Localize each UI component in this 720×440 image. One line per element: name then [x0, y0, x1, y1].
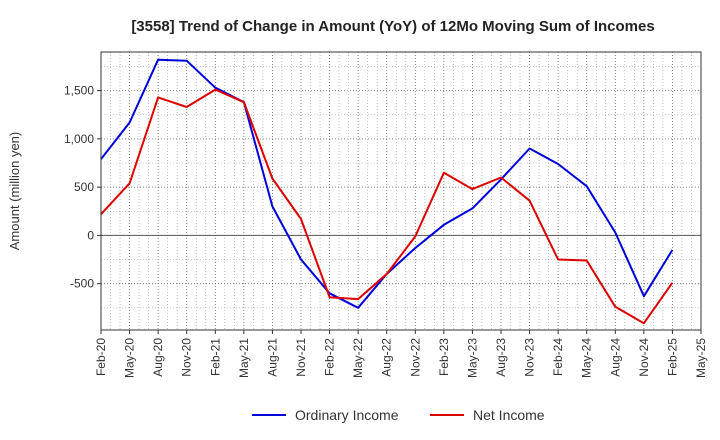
x-tick-label: Nov-21: [294, 338, 308, 377]
plot-frame: [100, 51, 702, 331]
x-tick-label: Aug-23: [494, 338, 508, 377]
x-tick-label: May-20: [123, 338, 137, 378]
chart-title: [3558] Trend of Change in Amount (YoY) o…: [131, 18, 654, 35]
x-tick-label: Feb-23: [437, 338, 451, 376]
y-tick-label: 500: [74, 180, 94, 194]
x-tick-label: Feb-25: [665, 338, 679, 376]
series-lines: [100, 58, 674, 325]
y-tick-label: 1,500: [64, 84, 94, 98]
ordinary-income-line: [100, 58, 674, 309]
x-tick-label: Nov-23: [523, 338, 537, 377]
x-tick-label: Aug-20: [151, 338, 165, 377]
y-tick-label: -500: [70, 277, 94, 291]
x-tick-label: May-22: [351, 338, 365, 378]
legend: Ordinary Income Net Income: [252, 407, 545, 423]
y-tick-label: 1,000: [64, 132, 94, 146]
x-tick-label: May-21: [237, 338, 251, 378]
x-tick-label: Feb-21: [208, 338, 222, 376]
x-tick-label: May-23: [465, 338, 479, 378]
x-tick-label: Feb-22: [323, 338, 337, 376]
grid-lines: [101, 52, 701, 330]
x-axis-ticks: Feb-20 May-20 Aug-20 Nov-20 Feb-21 May-21 Aug-…: [94, 330, 708, 378]
x-tick-label: Nov-24: [637, 338, 651, 377]
legend-label-ordinary-income: Ordinary Income: [295, 407, 399, 423]
x-tick-label: Aug-22: [380, 338, 394, 377]
x-tick-label: Aug-21: [265, 338, 279, 377]
x-tick-label: May-24: [580, 338, 594, 378]
net-income-line: [100, 88, 674, 325]
y-axis-label: Amount (million yen): [7, 132, 22, 251]
x-tick-label: May-25: [694, 338, 708, 378]
x-tick-label: Nov-22: [408, 338, 422, 377]
x-tick-label: Aug-24: [608, 338, 622, 377]
x-tick-label: Feb-20: [94, 338, 108, 376]
x-tick-label: Feb-24: [551, 338, 565, 376]
x-tick-label: Nov-20: [180, 338, 194, 377]
legend-label-net-income: Net Income: [473, 407, 545, 423]
y-tick-label: 0: [87, 228, 94, 242]
y-axis-ticks: -500 0 500 1,000 1,500: [64, 84, 101, 291]
